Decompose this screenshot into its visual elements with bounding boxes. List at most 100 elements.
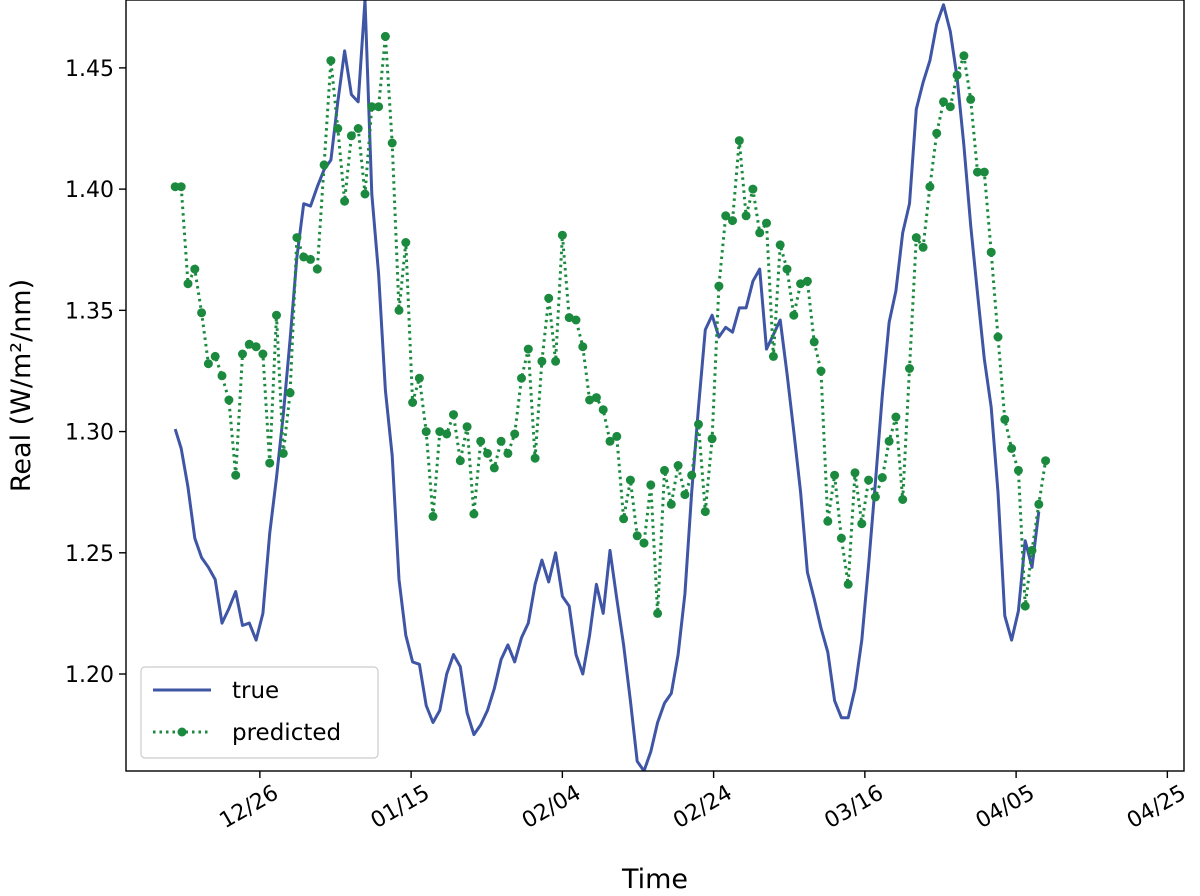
data-point-predicted — [414, 373, 424, 383]
data-point-predicted — [905, 364, 914, 373]
data-point-predicted — [537, 356, 547, 366]
series-line-predicted — [175, 36, 1048, 614]
plot-frame — [125, 0, 1185, 772]
data-point-predicted — [775, 240, 785, 250]
data-point-predicted — [442, 429, 452, 439]
data-point-predicted — [278, 448, 288, 458]
data-point-predicted — [918, 242, 928, 252]
data-point-predicted — [768, 351, 778, 361]
data-point-predicted — [333, 124, 343, 133]
data-point-predicted — [578, 342, 588, 352]
data-point-predicted — [455, 456, 465, 466]
data-point-predicted — [203, 359, 213, 369]
data-point-predicted — [959, 51, 969, 61]
data-point-predicted — [809, 337, 819, 347]
data-point-predicted — [544, 293, 554, 303]
data-point-predicted — [285, 388, 295, 398]
data-point-predicted — [503, 448, 513, 458]
data-point-predicted — [877, 473, 887, 483]
data-point-predicted — [591, 393, 601, 403]
data-point-predicted — [387, 138, 397, 148]
series-layer — [170, 0, 1051, 771]
data-point-predicted — [728, 216, 737, 226]
data-point-predicted — [966, 94, 976, 104]
data-point-predicted — [476, 436, 486, 446]
y-axis: 1.20 1.25 1.30 1.35 1.40 1.45 — [65, 57, 126, 688]
data-point-predicted — [823, 516, 833, 526]
data-point-predicted — [653, 608, 663, 618]
data-point-predicted — [571, 315, 581, 325]
data-point-predicted — [802, 276, 812, 286]
y-tick-label: 1.20 — [65, 663, 114, 688]
data-point-predicted — [299, 252, 309, 262]
data-point-predicted — [530, 453, 540, 463]
data-point-predicted — [306, 254, 315, 264]
data-point-predicted — [190, 264, 200, 274]
data-point-predicted — [353, 124, 363, 133]
data-point-predicted — [782, 264, 792, 274]
data-point-predicted — [380, 31, 390, 41]
data-point-predicted — [625, 475, 635, 485]
data-point-predicted — [619, 514, 629, 524]
data-point-predicted — [1020, 601, 1030, 611]
data-point-predicted — [836, 533, 846, 543]
data-point-predicted — [238, 349, 247, 359]
data-point-predicted — [932, 128, 942, 138]
data-point-predicted — [462, 422, 472, 432]
data-point-predicted — [898, 495, 908, 504]
legend-marker-predicted — [177, 727, 187, 737]
data-point-predicted — [605, 436, 615, 446]
data-point-predicted — [843, 579, 853, 589]
data-point-predicted — [925, 182, 935, 192]
data-point-predicted — [1027, 545, 1037, 555]
data-point-predicted — [367, 102, 377, 112]
data-point-predicted — [884, 436, 894, 446]
data-point-predicted — [673, 461, 683, 470]
data-point-predicted — [952, 70, 962, 80]
data-point-predicted — [1000, 414, 1010, 424]
data-point-predicted — [986, 247, 996, 257]
data-point-predicted — [666, 499, 676, 509]
data-point-predicted — [646, 480, 656, 490]
data-point-predicted — [217, 371, 227, 381]
data-point-predicted — [224, 395, 234, 405]
data-point-predicted — [748, 184, 758, 194]
data-point-predicted — [340, 196, 350, 206]
data-point-predicted — [265, 458, 275, 468]
data-point-predicted — [557, 230, 567, 240]
y-tick-label: 1.35 — [65, 299, 114, 324]
data-point-predicted — [741, 211, 751, 221]
data-point-predicted — [360, 189, 370, 199]
data-point-predicted — [435, 427, 445, 437]
y-axis-label: Real (W/m²/nm) — [6, 279, 37, 492]
data-point-predicted — [639, 538, 649, 548]
y-tick-label: 1.30 — [65, 421, 114, 446]
data-point-predicted — [687, 470, 697, 480]
data-point-predicted — [421, 427, 431, 437]
data-point-predicted — [850, 468, 860, 478]
data-point-predicted — [401, 238, 411, 247]
y-tick-label: 1.25 — [65, 542, 114, 567]
data-point-predicted — [517, 373, 526, 383]
data-point-predicted — [796, 279, 806, 289]
data-point-predicted — [176, 182, 186, 192]
data-point-predicted — [408, 398, 418, 407]
data-point-predicted — [1013, 465, 1023, 475]
data-point-predicted — [197, 308, 207, 318]
data-point-predicted — [816, 366, 826, 376]
data-point-predicted — [714, 281, 724, 291]
data-point-predicted — [694, 419, 703, 429]
y-tick-label: 1.45 — [65, 57, 114, 82]
data-point-predicted — [789, 310, 799, 320]
data-point-predicted — [700, 507, 710, 517]
data-point-predicted — [319, 160, 329, 170]
data-point-predicted — [891, 412, 901, 422]
x-axis-label: Time — [621, 864, 688, 892]
data-point-predicted — [394, 305, 404, 315]
data-point-predicted — [939, 97, 948, 107]
data-point-predicted — [612, 431, 622, 441]
data-point-predicted — [231, 470, 241, 480]
data-point-predicted — [870, 492, 880, 502]
